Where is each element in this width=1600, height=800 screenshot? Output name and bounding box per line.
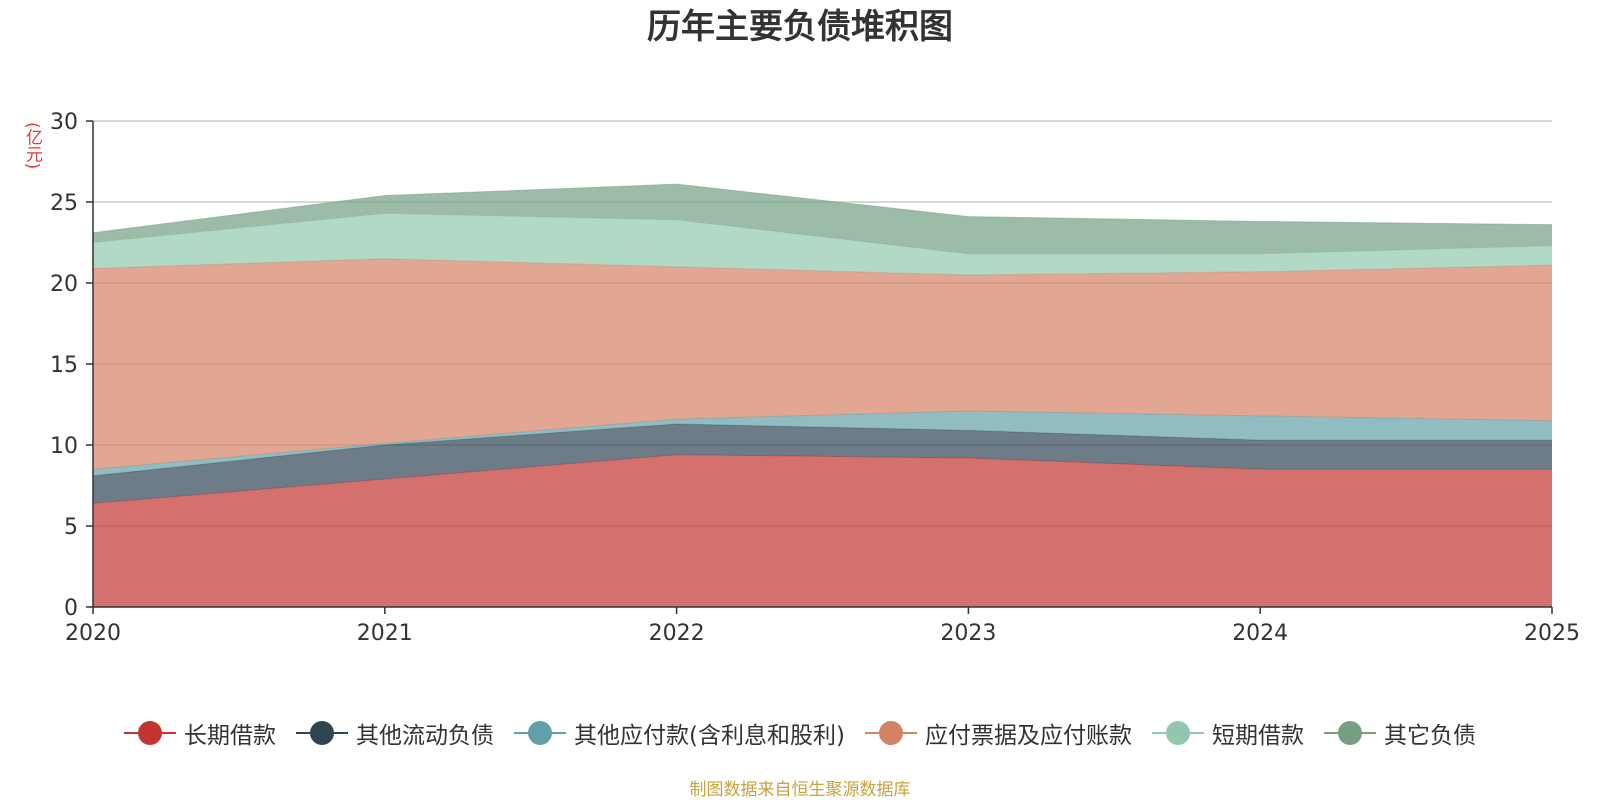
- legend-label: 应付票据及应付账款: [924, 723, 1132, 749]
- legend-label: 其他流动负债: [356, 723, 495, 749]
- area-series-1: [93, 423, 1552, 504]
- chart-title: 历年主要负债堆积图: [647, 7, 953, 47]
- y-tick-label: 0: [64, 596, 78, 621]
- area-series-layer: [92, 183, 1553, 607]
- legend-swatch-icon: [864, 720, 917, 746]
- legend-label: 其他应付款(含利息和股利): [574, 723, 845, 749]
- legend-swatch-icon: [1151, 720, 1204, 746]
- x-tick-label: 2023: [940, 621, 996, 646]
- y-axis-unit-label: (亿元): [22, 122, 42, 170]
- area-series-5: [93, 184, 1552, 254]
- legend-label: 其它负债: [1383, 723, 1476, 749]
- data-source-note: 制图数据来自恒生聚源数据库: [689, 780, 911, 800]
- x-tick-label: 2024: [1232, 621, 1288, 646]
- legend-item-2[interactable]: 其他应付款(含利息和股利): [514, 716, 845, 750]
- legend-item-0[interactable]: 长期借款: [124, 716, 276, 750]
- legend-label: 长期借款: [184, 723, 277, 749]
- x-tick-label: 2021: [357, 621, 413, 646]
- legend-item-3[interactable]: 应付票据及应付账款: [864, 716, 1132, 750]
- legend-item-4[interactable]: 短期借款: [1151, 716, 1304, 750]
- y-tick-label: 15: [50, 353, 78, 378]
- legend-swatch-icon: [296, 720, 349, 746]
- area-series-0: [93, 454, 1552, 607]
- legend-swatch-icon: [514, 720, 567, 746]
- legend-swatch-icon: [1323, 720, 1376, 746]
- area-series-3: [93, 258, 1552, 470]
- y-tick-label: 20: [50, 272, 78, 297]
- area-series-4: [93, 213, 1552, 275]
- x-tick-label: 2022: [649, 621, 705, 646]
- y-tick-label: 25: [50, 191, 78, 216]
- legend-swatch-icon: [124, 720, 177, 746]
- y-tick-label: 5: [64, 515, 78, 540]
- y-tick-label: 10: [50, 434, 78, 459]
- y-tick-label: 30: [50, 110, 78, 135]
- area-series-2: [93, 410, 1552, 476]
- legend-label: 短期借款: [1211, 723, 1304, 749]
- legend: 长期借款 其他流动负债 其他应付款(含利息和股利) 应付票据及应付账款 短期借款 其它负债: [0, 716, 1600, 750]
- area-series-edge-5: [92, 183, 1553, 234]
- legend-item-1[interactable]: 其他流动负债: [296, 716, 494, 750]
- x-tick-label: 2025: [1524, 621, 1580, 646]
- x-tick-label: 2020: [65, 621, 121, 646]
- legend-item-5[interactable]: 其它负债: [1323, 716, 1476, 750]
